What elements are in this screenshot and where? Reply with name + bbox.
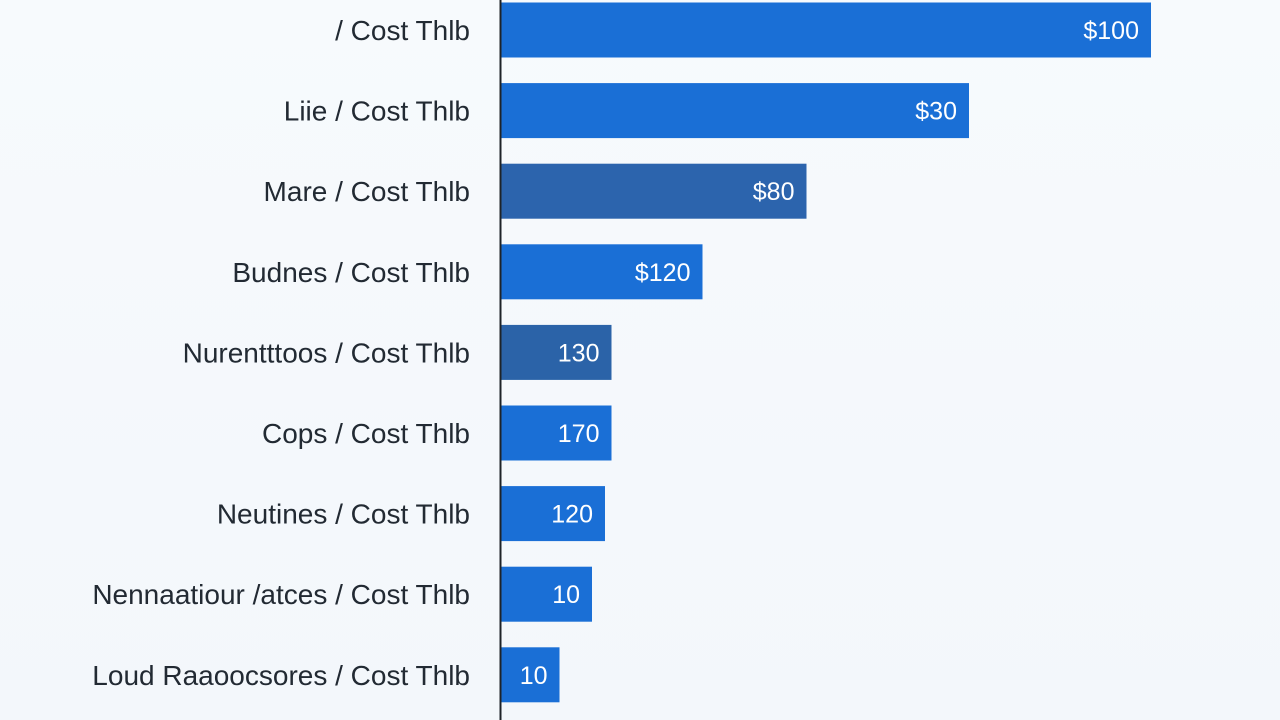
bar xyxy=(501,244,703,300)
category-label: Loud Raaoocsores / Cost Thlb xyxy=(92,660,470,691)
bars-layer xyxy=(501,2,1151,703)
category-label: Budnes / Cost Thlb xyxy=(232,257,470,288)
data-label: 120 xyxy=(551,501,593,529)
bar xyxy=(501,83,969,139)
bar xyxy=(501,486,605,542)
bar xyxy=(501,2,1151,58)
category-label: Nurentttoos / Cost Thlb xyxy=(183,337,470,368)
category-label: Cops / Cost Thlb xyxy=(262,418,470,449)
bar xyxy=(501,647,560,703)
bar xyxy=(501,163,807,219)
data-label: 130 xyxy=(558,339,600,367)
bar xyxy=(501,324,612,380)
category-label: Nennaatiour /atces / Cost Thlb xyxy=(92,579,470,610)
data-label: $100 xyxy=(1083,17,1139,45)
category-label: Mare / Cost Thlb xyxy=(264,176,470,207)
labels-layer: / Cost Thlb $100 Liie / Cost Thlb $30 Mare /… xyxy=(92,15,1139,691)
bar xyxy=(501,405,612,461)
data-label: $120 xyxy=(635,259,691,287)
bar xyxy=(501,566,592,622)
data-label: 10 xyxy=(552,581,580,609)
data-label: $80 xyxy=(753,178,795,206)
data-label: $30 xyxy=(915,98,957,126)
category-label: / Cost Thlb xyxy=(335,15,470,46)
data-label: 10 xyxy=(520,662,548,690)
category-label: Liie / Cost Thlb xyxy=(284,96,470,127)
data-label: 170 xyxy=(558,420,600,448)
category-label: Neutines / Cost Thlb xyxy=(217,499,470,530)
